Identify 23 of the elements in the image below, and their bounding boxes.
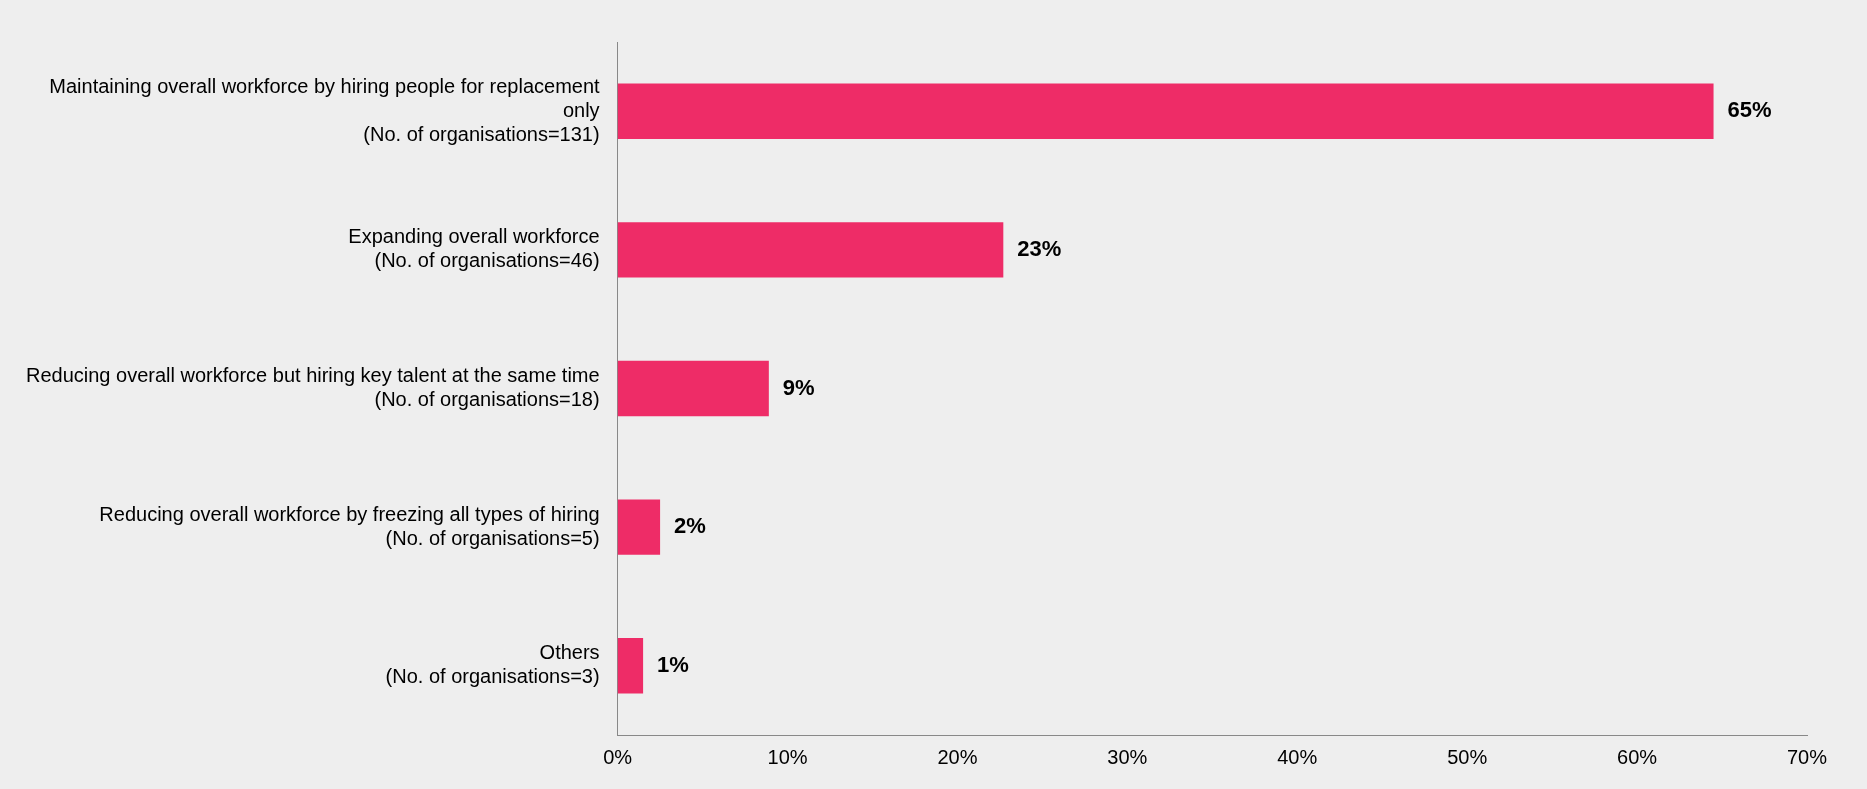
data-label: 23% — [1017, 235, 1062, 261]
bar — [617, 222, 1004, 278]
data-label: 1% — [657, 651, 689, 677]
y-tick-label: Maintaining overall workforce by hiring people for replacement only (No. of organisations=131) — [49, 74, 601, 145]
bar — [617, 499, 661, 555]
x-tick-label: 10% — [767, 745, 808, 768]
x-tick-label: 40% — [1277, 745, 1318, 768]
data-label: 65% — [1727, 97, 1772, 123]
x-tick-label: 30% — [1107, 745, 1148, 768]
x-tick-label: 60% — [1617, 745, 1658, 768]
y-tick-label: Reducing overall workforce but hiring key talent at the same time (No. of organisations=18) — [25, 364, 600, 411]
x-tick-label: 50% — [1447, 745, 1488, 768]
y-tick-label: Expanding overall workforce (No. of organisations=46) — [348, 225, 600, 272]
bar — [617, 637, 644, 694]
x-tick-label: 20% — [937, 745, 978, 768]
y-tick-label: Reducing overall workforce by freezing all types of hiring (No. of organisations=5) — [99, 502, 600, 549]
data-label: 2% — [674, 513, 706, 539]
bar — [617, 83, 1714, 140]
x-tick-label: 70% — [1786, 745, 1828, 768]
bar — [617, 360, 769, 417]
y-tick-label: Others (No. of organisations=3) — [385, 641, 600, 688]
data-label: 9% — [782, 374, 815, 400]
x-tick-label: 0% — [603, 745, 633, 768]
